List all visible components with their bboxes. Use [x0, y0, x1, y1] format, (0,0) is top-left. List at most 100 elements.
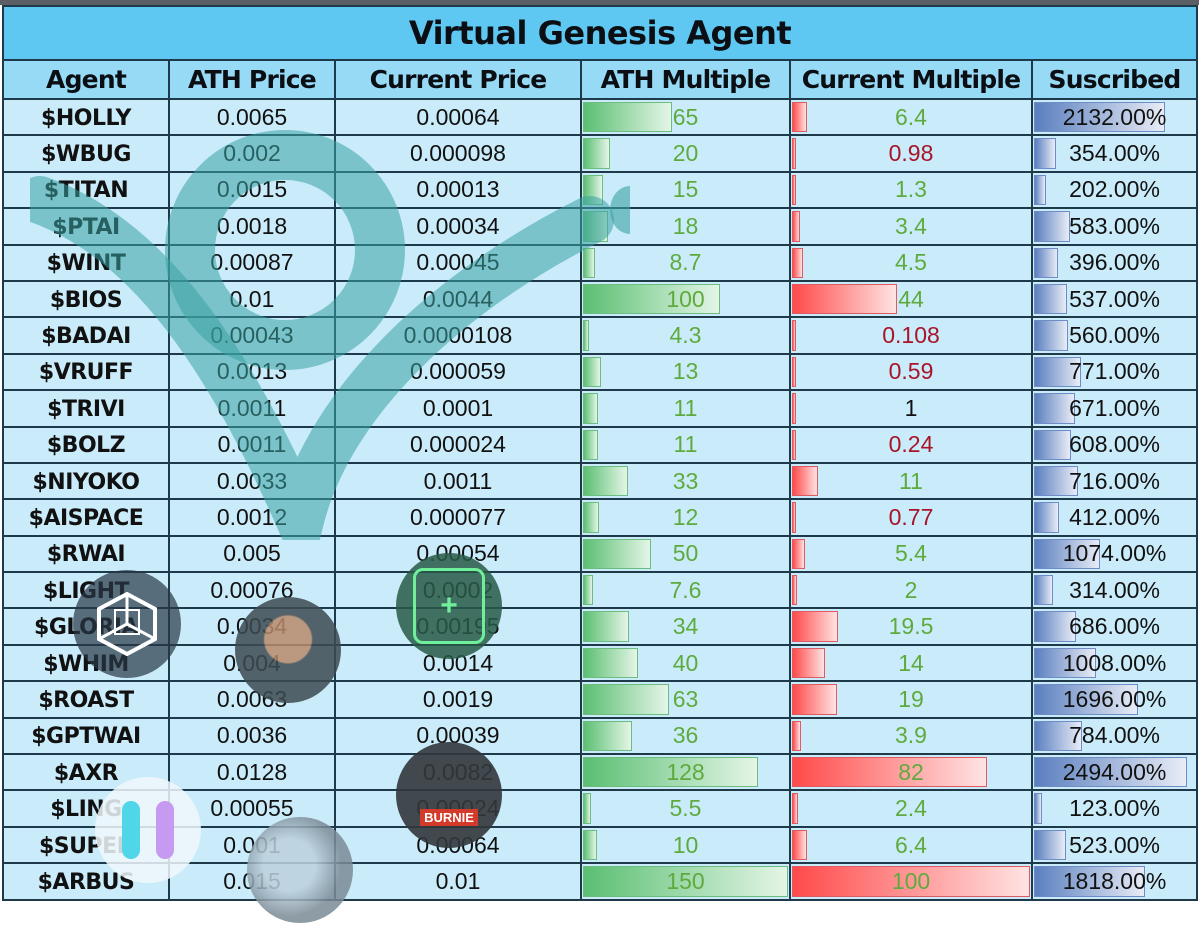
table-row: $BOLZ 0.0011 0.000024 11 0.24 608.00%: [2, 425, 1199, 464]
subscribed-cell-value: 671.00%: [1069, 394, 1160, 421]
agent-cell: $TITAN: [2, 170, 170, 210]
current-multiple-cell-value: 4.5: [895, 249, 927, 276]
table-row: $WBUG 0.002 0.000098 20 0.98 354.00%: [2, 134, 1199, 173]
subscribed-cell-value: 1008.00%: [1062, 649, 1167, 676]
ath-price-cell-value: 0.005: [223, 540, 281, 567]
ath-price-cell: 0.005: [168, 534, 336, 574]
agent-cell-value: $RWAI: [46, 542, 126, 568]
agent-cell-value: $AXR: [53, 760, 119, 786]
ath-price-cell: 0.0013: [168, 352, 336, 392]
subscribed-cell-value: 686.00%: [1069, 613, 1160, 640]
agent-cell-value: $WBUG: [41, 142, 131, 168]
current-price-cell-value: 0.0000108: [403, 322, 513, 349]
red-data-bar: [792, 829, 808, 861]
ath-price-cell: 0.0011: [168, 425, 336, 464]
agent-cell: $BADAI: [2, 316, 170, 355]
column-header-suscribed: Suscribed: [1030, 59, 1199, 100]
ath-multiple-cell-value: 36: [672, 722, 699, 749]
current-price-cell-value: 0.0001: [422, 394, 494, 421]
subscribed-cell: 354.00%: [1030, 134, 1199, 173]
current-multiple-cell-value: 6.4: [895, 103, 927, 130]
green-data-bar: [583, 138, 611, 169]
agent-cell: $AXR: [2, 753, 170, 792]
current-price-cell-value: 0.01: [435, 867, 481, 894]
agent-cell: $BIOS: [2, 279, 170, 319]
blue-data-bar: [1034, 866, 1146, 897]
ath-price-cell-value: 0.0018: [216, 212, 288, 239]
ath-multiple-cell: 12: [580, 498, 791, 537]
ath-price-cell-value: 0.002: [223, 140, 281, 167]
ath-multiple-cell: 33: [580, 461, 791, 501]
agent-cell-value: $HOLLY: [41, 105, 131, 131]
subscribed-cell-value: 784.00%: [1069, 722, 1160, 749]
subscribed-cell-value: 123.00%: [1069, 795, 1160, 822]
ath-multiple-cell-value: 4.3: [669, 322, 702, 349]
green-data-bar: [583, 211, 608, 242]
subscribed-cell-value: 2494.00%: [1062, 758, 1167, 785]
red-data-bar: [792, 247, 803, 278]
current-price-cell: 0.01: [334, 862, 582, 901]
subscribed-cell: 1008.00%: [1030, 643, 1199, 683]
current-multiple-cell-value: 5.4: [895, 540, 927, 567]
red-data-bar: [792, 647, 826, 679]
ath-multiple-cell: 100: [580, 279, 791, 319]
blue-data-bar: [1034, 356, 1082, 388]
ath-multiple-cell-value: 13: [672, 358, 699, 385]
current-price-cell-value: 0.0011: [423, 467, 493, 494]
ath-multiple-cell-value: 8.7: [669, 249, 702, 276]
current-multiple-cell-value: 2: [904, 576, 918, 603]
agent-cell: $GPTWAI: [2, 716, 170, 756]
blue-data-bar: [1034, 102, 1165, 133]
current-multiple-cell-value: 2.4: [895, 795, 927, 822]
green-data-bar: [583, 684, 670, 715]
current-multiple-cell-value: 19.5: [888, 613, 934, 640]
ath-multiple-cell: 128: [580, 753, 791, 792]
green-data-bar: [583, 356, 601, 388]
current-price-cell-value: 0.00034: [416, 212, 500, 239]
blue-data-bar: [1034, 684, 1138, 715]
current-price-cell: 0.00064: [334, 97, 582, 137]
red-data-bar: [792, 502, 796, 533]
green-data-bar: [583, 829, 597, 861]
table-row: $PTAI 0.0018 0.00034 18 3.4 583.00%: [2, 207, 1199, 246]
current-price-cell: 0.0019: [334, 680, 582, 719]
ath-multiple-cell: 40: [580, 643, 791, 683]
green-data-bar: [583, 757, 758, 788]
current-multiple-cell: 0.98: [789, 134, 1033, 173]
ath-multiple-cell: 63: [580, 680, 791, 719]
agent-cell: $WBUG: [2, 134, 170, 173]
ath-multiple-cell-value: 18: [672, 212, 699, 239]
current-price-cell: 0.00034: [334, 207, 582, 246]
current-multiple-cell: 19: [789, 680, 1033, 719]
subscribed-cell: 583.00%: [1030, 207, 1199, 246]
current-multiple-cell: 0.24: [789, 425, 1033, 464]
ath-price-cell-value: 0.00087: [210, 249, 294, 276]
current-price-cell: 0.000077: [334, 498, 582, 537]
current-price-cell-value: 0.00045: [416, 249, 500, 276]
ath-multiple-cell: 15: [580, 170, 791, 210]
current-price-cell: 0.0011: [334, 461, 582, 501]
blue-data-bar: [1034, 138, 1056, 169]
genesis-agent-table: Virtual Genesis Agent Agent ATH Price Curr…: [1, 5, 1199, 901]
current-multiple-cell-value: 0.98: [888, 140, 934, 167]
current-multiple-cell: 6.4: [789, 97, 1033, 137]
ath-multiple-cell-value: 33: [672, 467, 699, 494]
agent-cell-value: $AISPACE: [28, 505, 144, 531]
blue-data-bar: [1034, 538, 1100, 570]
ath-price-cell: 0.0128: [168, 753, 336, 792]
green-data-bar: [583, 465, 629, 497]
subscribed-cell: 686.00%: [1030, 607, 1199, 646]
current-price-cell: 0.00013: [334, 170, 582, 210]
current-price-cell: 0.00039: [334, 716, 582, 756]
agent-cell-value: $BOLZ: [46, 433, 126, 459]
agent-cell: $BOLZ: [2, 425, 170, 464]
red-data-bar: [792, 866, 1030, 897]
red-data-bar: [792, 138, 796, 169]
subscribed-cell-value: 396.00%: [1069, 249, 1160, 276]
current-multiple-cell-value: 11: [899, 467, 923, 494]
current-price-cell-value: 0.000024: [410, 431, 506, 458]
green-data-bar: [583, 247, 595, 278]
